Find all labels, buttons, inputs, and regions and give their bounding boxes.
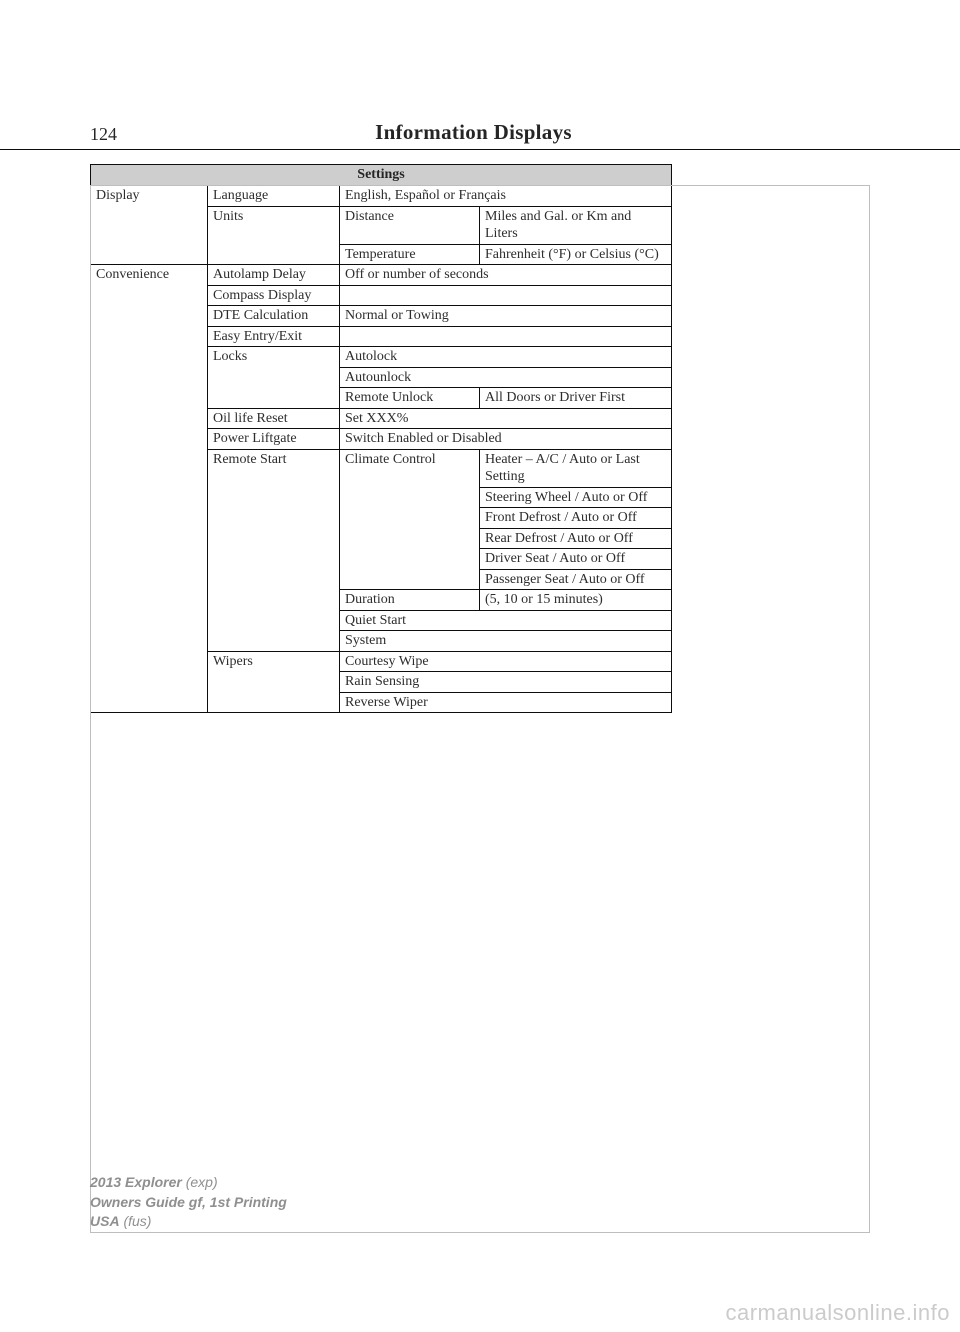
footer-region-code: (fus) xyxy=(120,1213,152,1229)
page-outline xyxy=(90,185,870,1233)
page-footer: 2013 Explorer (exp) Owners Guide gf, 1st… xyxy=(90,1173,287,1232)
footer-region: USA xyxy=(90,1213,120,1229)
page-header: 124 Information Displays xyxy=(0,90,960,150)
page-number: 124 xyxy=(90,124,117,145)
footer-model: 2013 Explorer xyxy=(90,1174,182,1190)
table-header: Settings xyxy=(91,165,672,186)
footer-line-1: 2013 Explorer (exp) xyxy=(90,1173,287,1193)
footer-line-3: USA (fus) xyxy=(90,1212,287,1232)
footer-model-code: (exp) xyxy=(182,1174,218,1190)
watermark: carmanualsonline.info xyxy=(725,1300,950,1326)
footer-line-2: Owners Guide gf, 1st Printing xyxy=(90,1193,287,1213)
page-title: Information Displays xyxy=(117,120,830,145)
